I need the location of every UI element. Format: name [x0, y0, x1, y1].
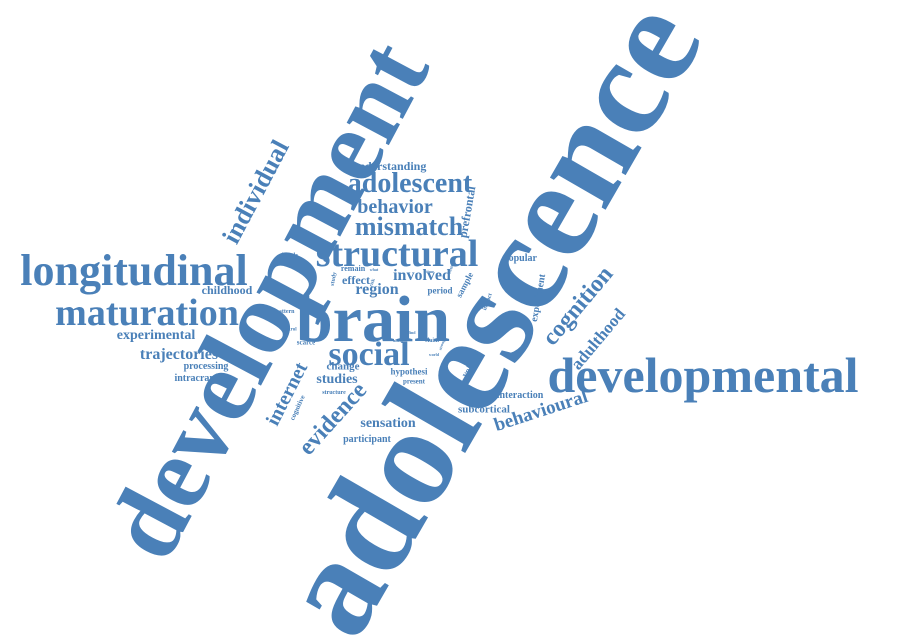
word-present: present	[402, 377, 426, 386]
word-find: find	[408, 330, 416, 335]
word-understanding: understanding	[351, 159, 427, 173]
word-trajectories: trajectories	[139, 346, 219, 363]
word-involved: involved	[393, 267, 451, 284]
word-pattern: pattern	[275, 309, 295, 315]
word-period: period	[427, 285, 453, 296]
word-brain: brain	[295, 283, 451, 356]
word-what: what	[369, 267, 379, 272]
word-control: control	[281, 327, 297, 333]
word-affect: affect	[393, 338, 403, 343]
word-developmental: developmental	[547, 347, 859, 403]
word-behavior: behavior	[357, 196, 433, 218]
word-studies: studies	[316, 372, 358, 387]
word-hypothesi: hypothesi	[390, 366, 428, 377]
word-maturation: maturation	[55, 292, 239, 334]
word-mismatch: mismatch	[354, 212, 464, 241]
word-interaction: interaction	[496, 390, 544, 401]
word-experimental: experimental	[116, 328, 196, 343]
word-sensation: sensation	[360, 416, 416, 431]
word-processing: processing	[183, 361, 229, 372]
word-change: change	[326, 360, 360, 373]
word-region: region	[355, 281, 399, 298]
word-year: year	[364, 261, 372, 266]
word-intracranial: intracranial	[174, 373, 226, 384]
word-longitudinal: longitudinal	[20, 246, 248, 295]
word-participant: participant	[343, 434, 391, 445]
word-claim: claim	[425, 338, 439, 344]
word-decade: decade	[280, 253, 298, 259]
word-scarce: scarce	[296, 338, 316, 347]
word-social: social	[328, 336, 410, 373]
word-time: time	[426, 269, 434, 274]
word-structure: structure	[322, 390, 346, 396]
word-adolescent: adolescent	[347, 168, 473, 199]
word-effect: effect	[342, 273, 370, 287]
word-childhood: childhood	[201, 283, 253, 297]
word-world: world	[429, 352, 439, 357]
word-structural: structural	[315, 233, 479, 275]
word-subcortical: subcortical	[458, 403, 510, 416]
word-popular: popular	[503, 253, 537, 264]
word-remain: remain	[340, 264, 366, 273]
